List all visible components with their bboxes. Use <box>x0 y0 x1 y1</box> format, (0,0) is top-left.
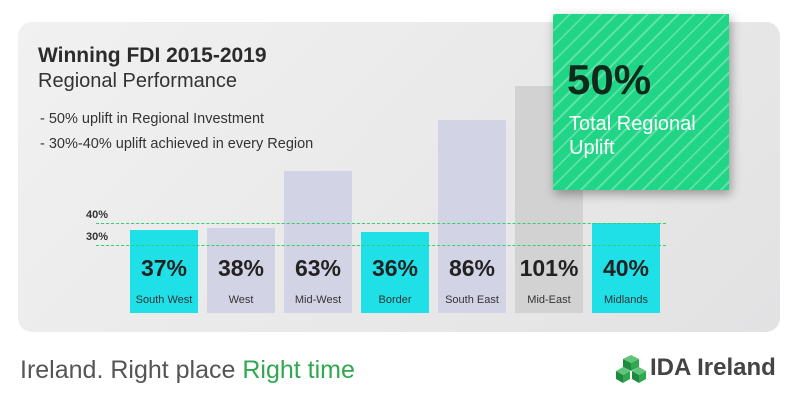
chart-subtitle: Regional Performance <box>38 70 237 92</box>
bar-category-label: South East <box>445 294 499 306</box>
bar-category-label: Border <box>378 294 412 306</box>
reference-line-label: 30% <box>86 231 109 243</box>
callout-value: 50% <box>567 56 652 103</box>
bar-value-label: 86% <box>448 255 496 281</box>
bar-value-label: 38% <box>217 255 265 281</box>
bar-value-label: 40% <box>602 255 650 281</box>
callout-caption: Total Regional Uplift <box>569 113 696 159</box>
bar-mid-west: 63% Mid-West <box>284 171 352 313</box>
bar-midlands: 40% Midlands <box>592 223 660 313</box>
brand-name: IDA Ireland <box>650 354 776 381</box>
reference-line-30 <box>96 245 666 246</box>
chart-title: Winning FDI 2015-2019 <box>38 44 267 67</box>
tagline: Ireland. Right place Right time <box>20 356 355 385</box>
reference-line-label: 40% <box>86 208 109 221</box>
tagline-main: Ireland. Right place <box>20 356 243 384</box>
bar-value-label: 63% <box>294 255 342 281</box>
ida-cube-logo-icon <box>616 355 646 383</box>
bar-west: 38% West <box>207 227 275 313</box>
bar-category-label: South West <box>135 294 193 306</box>
bar-category-label: Midlands <box>603 294 649 306</box>
bar-south-east: 86% South East <box>438 119 506 313</box>
bar-value-label: 101% <box>519 255 579 281</box>
bullet-region-uplift: - 30%-40% uplift achieved in every Regio… <box>40 136 314 152</box>
bar-value-label: 37% <box>140 255 188 281</box>
bar-south-west: 37% South West <box>130 229 198 313</box>
bar-value-label: 36% <box>371 255 419 281</box>
bar-category-label: Mid-West <box>294 294 342 306</box>
reference-line-40 <box>96 222 666 224</box>
tagline-highlight: Right time <box>242 356 355 384</box>
bar-category-label: Mid-East <box>527 294 571 306</box>
bar-category-label: West <box>228 294 254 306</box>
total-uplift-callout: 50% Total Regional Uplift <box>553 14 729 190</box>
bullet-regional-investment: - 50% uplift in Regional Investment <box>40 111 265 127</box>
